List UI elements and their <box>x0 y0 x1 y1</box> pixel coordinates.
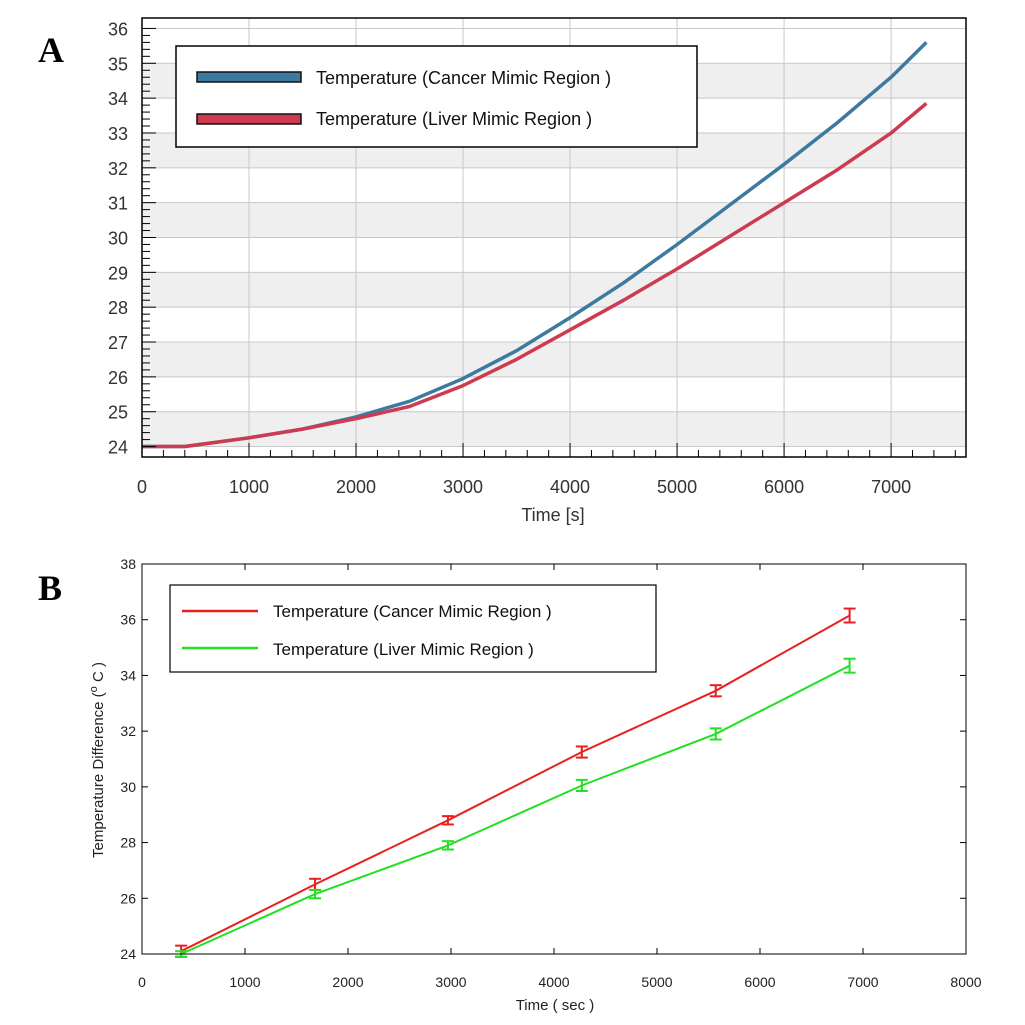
chart-b: 24 26 28 30 32 34 36 38 0 1000 2000 3000 4000 5000 600… <box>88 556 982 1014</box>
chart-b-errorbar-liver <box>575 778 588 793</box>
chart-b-legend-label-cancer: Temperature (Cancer Mimic Region ) <box>273 602 552 621</box>
chart-b-ytick-label: 26 <box>120 890 136 906</box>
chart-a-tick-labels: 24 25 26 27 28 29 30 31 32 33 34 35 36 0 1000 2000 3000 4… <box>108 19 911 497</box>
chart-a-ytick-label: 31 <box>108 194 128 214</box>
chart-b-xtick-label: 1000 <box>229 974 260 990</box>
chart-b-ytick-label: 36 <box>120 612 136 628</box>
chart-b-xtick-label: 5000 <box>641 974 672 990</box>
chart-a-ytick-label: 29 <box>108 263 128 283</box>
chart-a-xtick-label: 4000 <box>550 477 590 497</box>
chart-a-series-group <box>142 41 928 449</box>
chart-a-xtick-label: 5000 <box>657 477 697 497</box>
chart-b-ytick-label: 38 <box>120 556 136 572</box>
chart-b-y-axis-label: Temperature Difference (o C ) <box>88 662 107 858</box>
chart-a-ytick-label: 24 <box>108 438 128 458</box>
chart-a-band <box>142 202 966 238</box>
chart-a-xtick-label: 6000 <box>764 477 804 497</box>
chart-b-errorbar-liver <box>709 727 722 741</box>
chart-a-grid <box>142 18 966 457</box>
chart-a-ytick-label: 34 <box>108 89 128 109</box>
chart-a-ticks <box>141 27 956 457</box>
chart-a-ytick-label: 32 <box>108 159 128 179</box>
chart-b-ytick-label: 24 <box>120 946 136 962</box>
chart-b-xtick-label: 7000 <box>847 974 878 990</box>
panel-label-a: A <box>38 30 64 70</box>
chart-b-ytick-label: 34 <box>120 667 136 683</box>
chart-a-legend-label-liver: Temperature (Liver Mimic Region ) <box>316 109 592 129</box>
chart-b-legend-label-liver: Temperature (Liver Mimic Region ) <box>273 640 534 659</box>
chart-a-band <box>142 342 966 377</box>
chart-a-ytick-label: 27 <box>108 333 128 353</box>
chart-a-ytick-label: 30 <box>108 229 128 249</box>
chart-b-xtick-label: 8000 <box>950 974 981 990</box>
chart-a-xtick-label: 1000 <box>229 477 269 497</box>
chart-a-xtick-label: 7000 <box>871 477 911 497</box>
chart-b-ytick-label: 28 <box>120 835 136 851</box>
chart-b-series-liver <box>180 664 851 955</box>
chart-b-x-axis-label: Time ( sec ) <box>516 997 595 1014</box>
chart-b-ticks <box>141 563 967 955</box>
chart-a-legend-swatch-cancer <box>196 71 302 83</box>
chart-a-ytick-label: 26 <box>108 368 128 388</box>
chart-b-errorbar-liver <box>441 840 454 851</box>
chart-b-errorbar-cancer <box>309 877 322 891</box>
chart-a-legend-swatch-liver <box>196 113 302 125</box>
chart-a-band <box>142 411 966 447</box>
chart-b-ytick-label: 30 <box>120 779 136 795</box>
chart-a-legend: Temperature (Cancer Mimic Region ) Tempe… <box>175 45 698 148</box>
chart-b-series-cancer <box>180 614 851 953</box>
chart-a-series-liver <box>142 102 928 449</box>
chart-a-legend-label-cancer: Temperature (Cancer Mimic Region ) <box>316 68 611 88</box>
chart-b-errorbar-cancer <box>575 745 588 759</box>
chart-b-ytick-label: 32 <box>120 723 136 739</box>
chart-b-tick-labels: 24 26 28 30 32 34 36 38 0 1000 2000 3000 4000 5000 600… <box>120 556 981 990</box>
chart-a-xtick-label: 2000 <box>336 477 376 497</box>
chart-b-y-axis-label-base: Temperature Difference ( <box>90 692 107 858</box>
chart-b-xtick-label: 2000 <box>332 974 363 990</box>
chart-a-legend-box <box>175 45 698 148</box>
chart-a-ytick-label: 36 <box>108 19 128 39</box>
chart-a-xtick-label: 3000 <box>443 477 483 497</box>
chart-b-y-axis-label-unit: C ) <box>90 662 107 686</box>
chart-b-xtick-label: 4000 <box>538 974 569 990</box>
chart-b-errorbar-cancer <box>843 607 856 624</box>
chart-b-xtick-label: 6000 <box>744 974 775 990</box>
chart-b-xtick-label: 3000 <box>435 974 466 990</box>
chart-a-ytick-label: 28 <box>108 298 128 318</box>
chart-b-series-group <box>175 607 856 958</box>
chart-b-xtick-label: 0 <box>138 974 146 990</box>
chart-a-ytick-label: 33 <box>108 124 128 144</box>
chart-a-band <box>142 272 966 308</box>
chart-b-y-axis-label-superscript: o <box>88 686 100 692</box>
chart-b-errorbar-cancer <box>709 684 722 698</box>
chart-b-errorbar-liver <box>843 657 856 674</box>
chart-b-errorbar-cancer <box>441 815 454 826</box>
chart-a: 24 25 26 27 28 29 30 31 32 33 34 35 36 0 1000 2000 3000 4… <box>108 17 967 525</box>
chart-b-legend-box <box>169 584 657 673</box>
chart-a-ytick-label: 35 <box>108 54 128 74</box>
chart-a-x-axis-label: Time [s] <box>521 505 584 525</box>
chart-b-errorbar-liver <box>309 888 322 900</box>
chart-a-xtick-label: 0 <box>137 477 147 497</box>
chart-b-legend: Temperature (Cancer Mimic Region ) Tempe… <box>169 584 657 673</box>
chart-a-ytick-label: 25 <box>108 403 128 423</box>
panel-label-b: B <box>38 568 62 608</box>
